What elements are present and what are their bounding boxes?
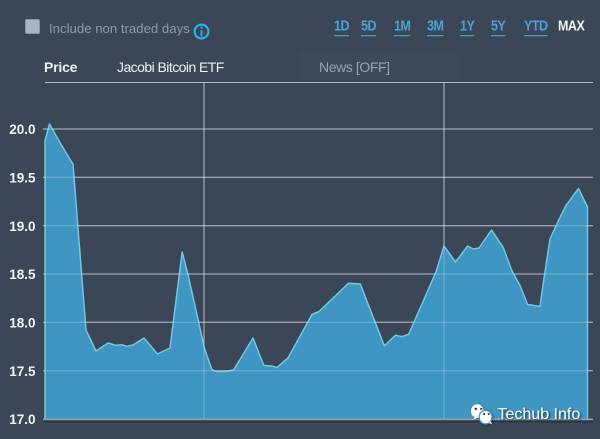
svg-text:17.0: 17.0 (9, 412, 35, 427)
svg-text:20.0: 20.0 (9, 122, 35, 137)
svg-text:19.0: 19.0 (9, 219, 35, 234)
svg-text:19.5: 19.5 (9, 171, 36, 186)
svg-text:18.5: 18.5 (9, 267, 36, 282)
svg-text:17.5: 17.5 (9, 364, 36, 379)
svg-text:18.0: 18.0 (9, 316, 35, 331)
